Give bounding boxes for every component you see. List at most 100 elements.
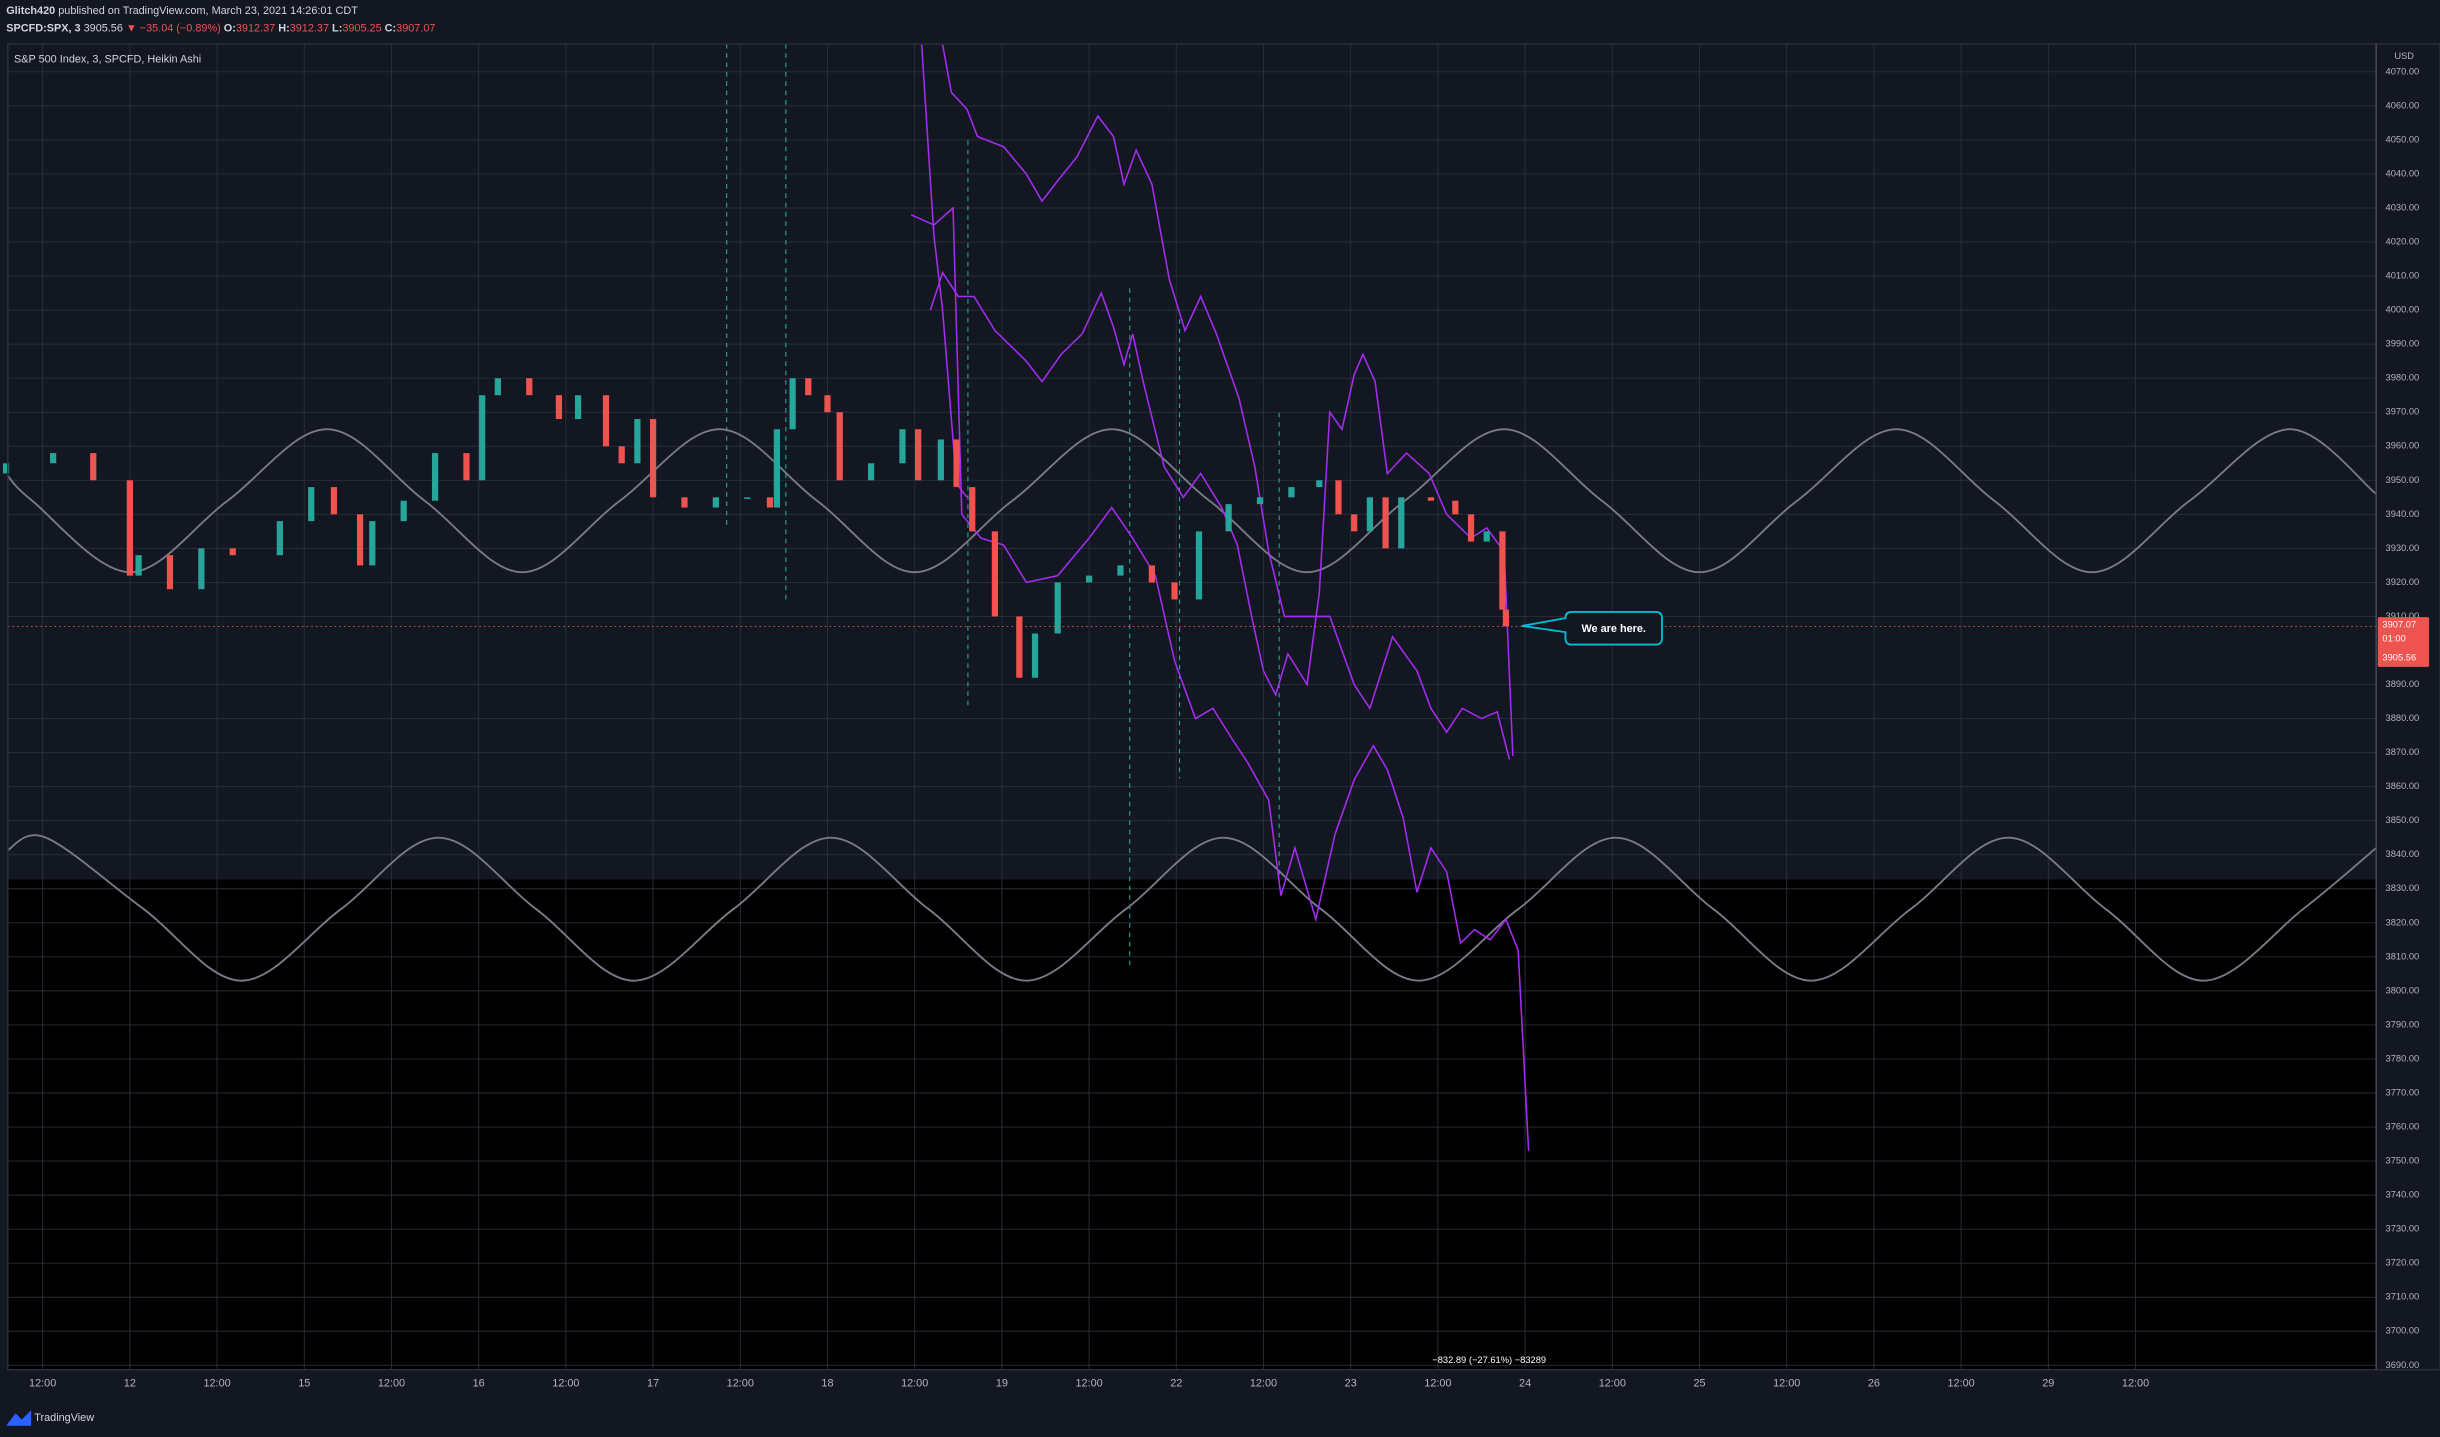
y-tick-label: 4040.00 bbox=[2386, 168, 2420, 178]
candle bbox=[198, 548, 205, 590]
last-close-label: 3907.07 bbox=[2382, 619, 2416, 629]
y-tick-label: 4070.00 bbox=[2386, 66, 2420, 76]
change: ▼ −35.04 (−0.89%) bbox=[126, 22, 221, 34]
y-tick-label: 3820.00 bbox=[2386, 917, 2420, 927]
x-tick-label: 12:00 bbox=[727, 1378, 754, 1390]
candle bbox=[1085, 575, 1093, 583]
author: Glitch420 bbox=[6, 5, 55, 17]
projection-line bbox=[941, 44, 1511, 760]
o-label: O: bbox=[224, 22, 236, 34]
y-tick-label: 3770.00 bbox=[2386, 1087, 2420, 1097]
candle bbox=[1171, 582, 1178, 600]
h-label: H: bbox=[278, 22, 289, 34]
candle bbox=[899, 429, 906, 464]
candle bbox=[937, 439, 944, 481]
x-tick-label: 17 bbox=[647, 1378, 659, 1390]
open: 3912.37 bbox=[236, 22, 275, 34]
y-tick-label: 3890.00 bbox=[2386, 679, 2420, 689]
y-tick-label: 3940.00 bbox=[2386, 509, 2420, 519]
y-tick-label: 3750.00 bbox=[2386, 1156, 2420, 1166]
candle bbox=[1054, 582, 1061, 634]
candle bbox=[1382, 497, 1389, 549]
callout-text: We are here. bbox=[1581, 623, 1645, 635]
candle bbox=[1366, 497, 1373, 532]
x-tick-label: 26 bbox=[1868, 1378, 1880, 1390]
x-tick-label: 12:00 bbox=[1948, 1378, 1975, 1390]
y-tick-label: 3870.00 bbox=[2386, 747, 2420, 757]
candle bbox=[1502, 609, 1510, 627]
y-tick-label: 3780.00 bbox=[2386, 1053, 2420, 1063]
close: 3907.07 bbox=[396, 22, 435, 34]
candle bbox=[50, 453, 57, 464]
candle bbox=[824, 395, 831, 413]
candle bbox=[1398, 497, 1405, 549]
candle bbox=[356, 514, 364, 566]
logo bbox=[6, 1410, 32, 1426]
axis-unit: USD bbox=[2394, 51, 2414, 61]
candle bbox=[400, 500, 407, 522]
chart-title: S&P 500 Index, 3, SPCFD, Heikin Ashi bbox=[14, 53, 201, 65]
candle bbox=[618, 446, 625, 464]
x-tick-label: 25 bbox=[1693, 1378, 1705, 1390]
candle bbox=[789, 378, 796, 430]
y-tick-label: 3920.00 bbox=[2386, 577, 2420, 587]
y-tick-label: 3930.00 bbox=[2386, 543, 2420, 553]
y-tick-label: 3850.00 bbox=[2386, 815, 2420, 825]
candle bbox=[805, 378, 812, 396]
y-tick-label: 3790.00 bbox=[2386, 1019, 2420, 1029]
candle bbox=[431, 453, 439, 501]
y-tick-label: 3830.00 bbox=[2386, 883, 2420, 893]
candle bbox=[1467, 514, 1475, 542]
candle bbox=[574, 395, 582, 420]
y-tick-label: 4060.00 bbox=[2386, 100, 2420, 110]
y-tick-label: 3990.00 bbox=[2386, 339, 2420, 349]
x-tick-label: 12:00 bbox=[901, 1378, 928, 1390]
x-tick-label: 12:00 bbox=[378, 1378, 405, 1390]
y-tick-label: 3740.00 bbox=[2386, 1190, 2420, 1200]
candle bbox=[479, 395, 486, 481]
price-tag bbox=[2377, 617, 2430, 667]
y-tick-label: 3970.00 bbox=[2386, 407, 2420, 417]
y-tick-label: 3980.00 bbox=[2386, 373, 2420, 383]
candle bbox=[330, 487, 338, 515]
candle bbox=[1483, 531, 1490, 542]
countdown-label: 01:00 bbox=[2382, 633, 2405, 643]
y-tick-label: 3720.00 bbox=[2386, 1258, 2420, 1268]
x-tick-label: 22 bbox=[1170, 1378, 1182, 1390]
y-tick-label: 3710.00 bbox=[2386, 1292, 2420, 1302]
x-tick-label: 12:00 bbox=[2122, 1378, 2149, 1390]
plot-area bbox=[2, 43, 2377, 1370]
y-tick-label: 4000.00 bbox=[2386, 305, 2420, 315]
candle bbox=[681, 497, 688, 508]
candle bbox=[744, 497, 751, 499]
header-line-2: SPCFD:SPX, 3 3905.56 ▼ −35.04 (−0.89%) O… bbox=[6, 22, 435, 34]
y-tick-label: 4020.00 bbox=[2386, 236, 2420, 246]
candle bbox=[915, 429, 922, 481]
brand: TradingView bbox=[34, 1412, 94, 1424]
last-price-label: 3905.56 bbox=[2382, 652, 2416, 662]
projection-line bbox=[910, 206, 1530, 1151]
l-label: L: bbox=[332, 22, 342, 34]
x-tick-label: 29 bbox=[2042, 1378, 2054, 1390]
candle bbox=[1016, 616, 1023, 678]
x-tick-label: 23 bbox=[1345, 1378, 1357, 1390]
x-tick-label: 12:00 bbox=[203, 1378, 230, 1390]
candle bbox=[1256, 497, 1264, 505]
x-tick-label: 12:00 bbox=[1075, 1378, 1102, 1390]
candle bbox=[634, 419, 641, 464]
candle bbox=[953, 439, 960, 488]
candle bbox=[135, 555, 142, 576]
y-tick-label: 3910.00 bbox=[2386, 611, 2420, 621]
candle bbox=[555, 395, 563, 420]
x-tick-label: 24 bbox=[1519, 1378, 1531, 1390]
published: published on TradingView.com, March 23, … bbox=[58, 5, 358, 17]
cycle-line bbox=[7, 428, 2377, 574]
candle bbox=[90, 453, 97, 481]
candle bbox=[1316, 480, 1323, 488]
measure-label: −832.89 (−27.61%) −83289 bbox=[1432, 1355, 1546, 1365]
candle bbox=[1117, 565, 1124, 576]
high: 3912.37 bbox=[290, 22, 329, 34]
x-tick-label: 12:00 bbox=[1599, 1378, 1626, 1390]
